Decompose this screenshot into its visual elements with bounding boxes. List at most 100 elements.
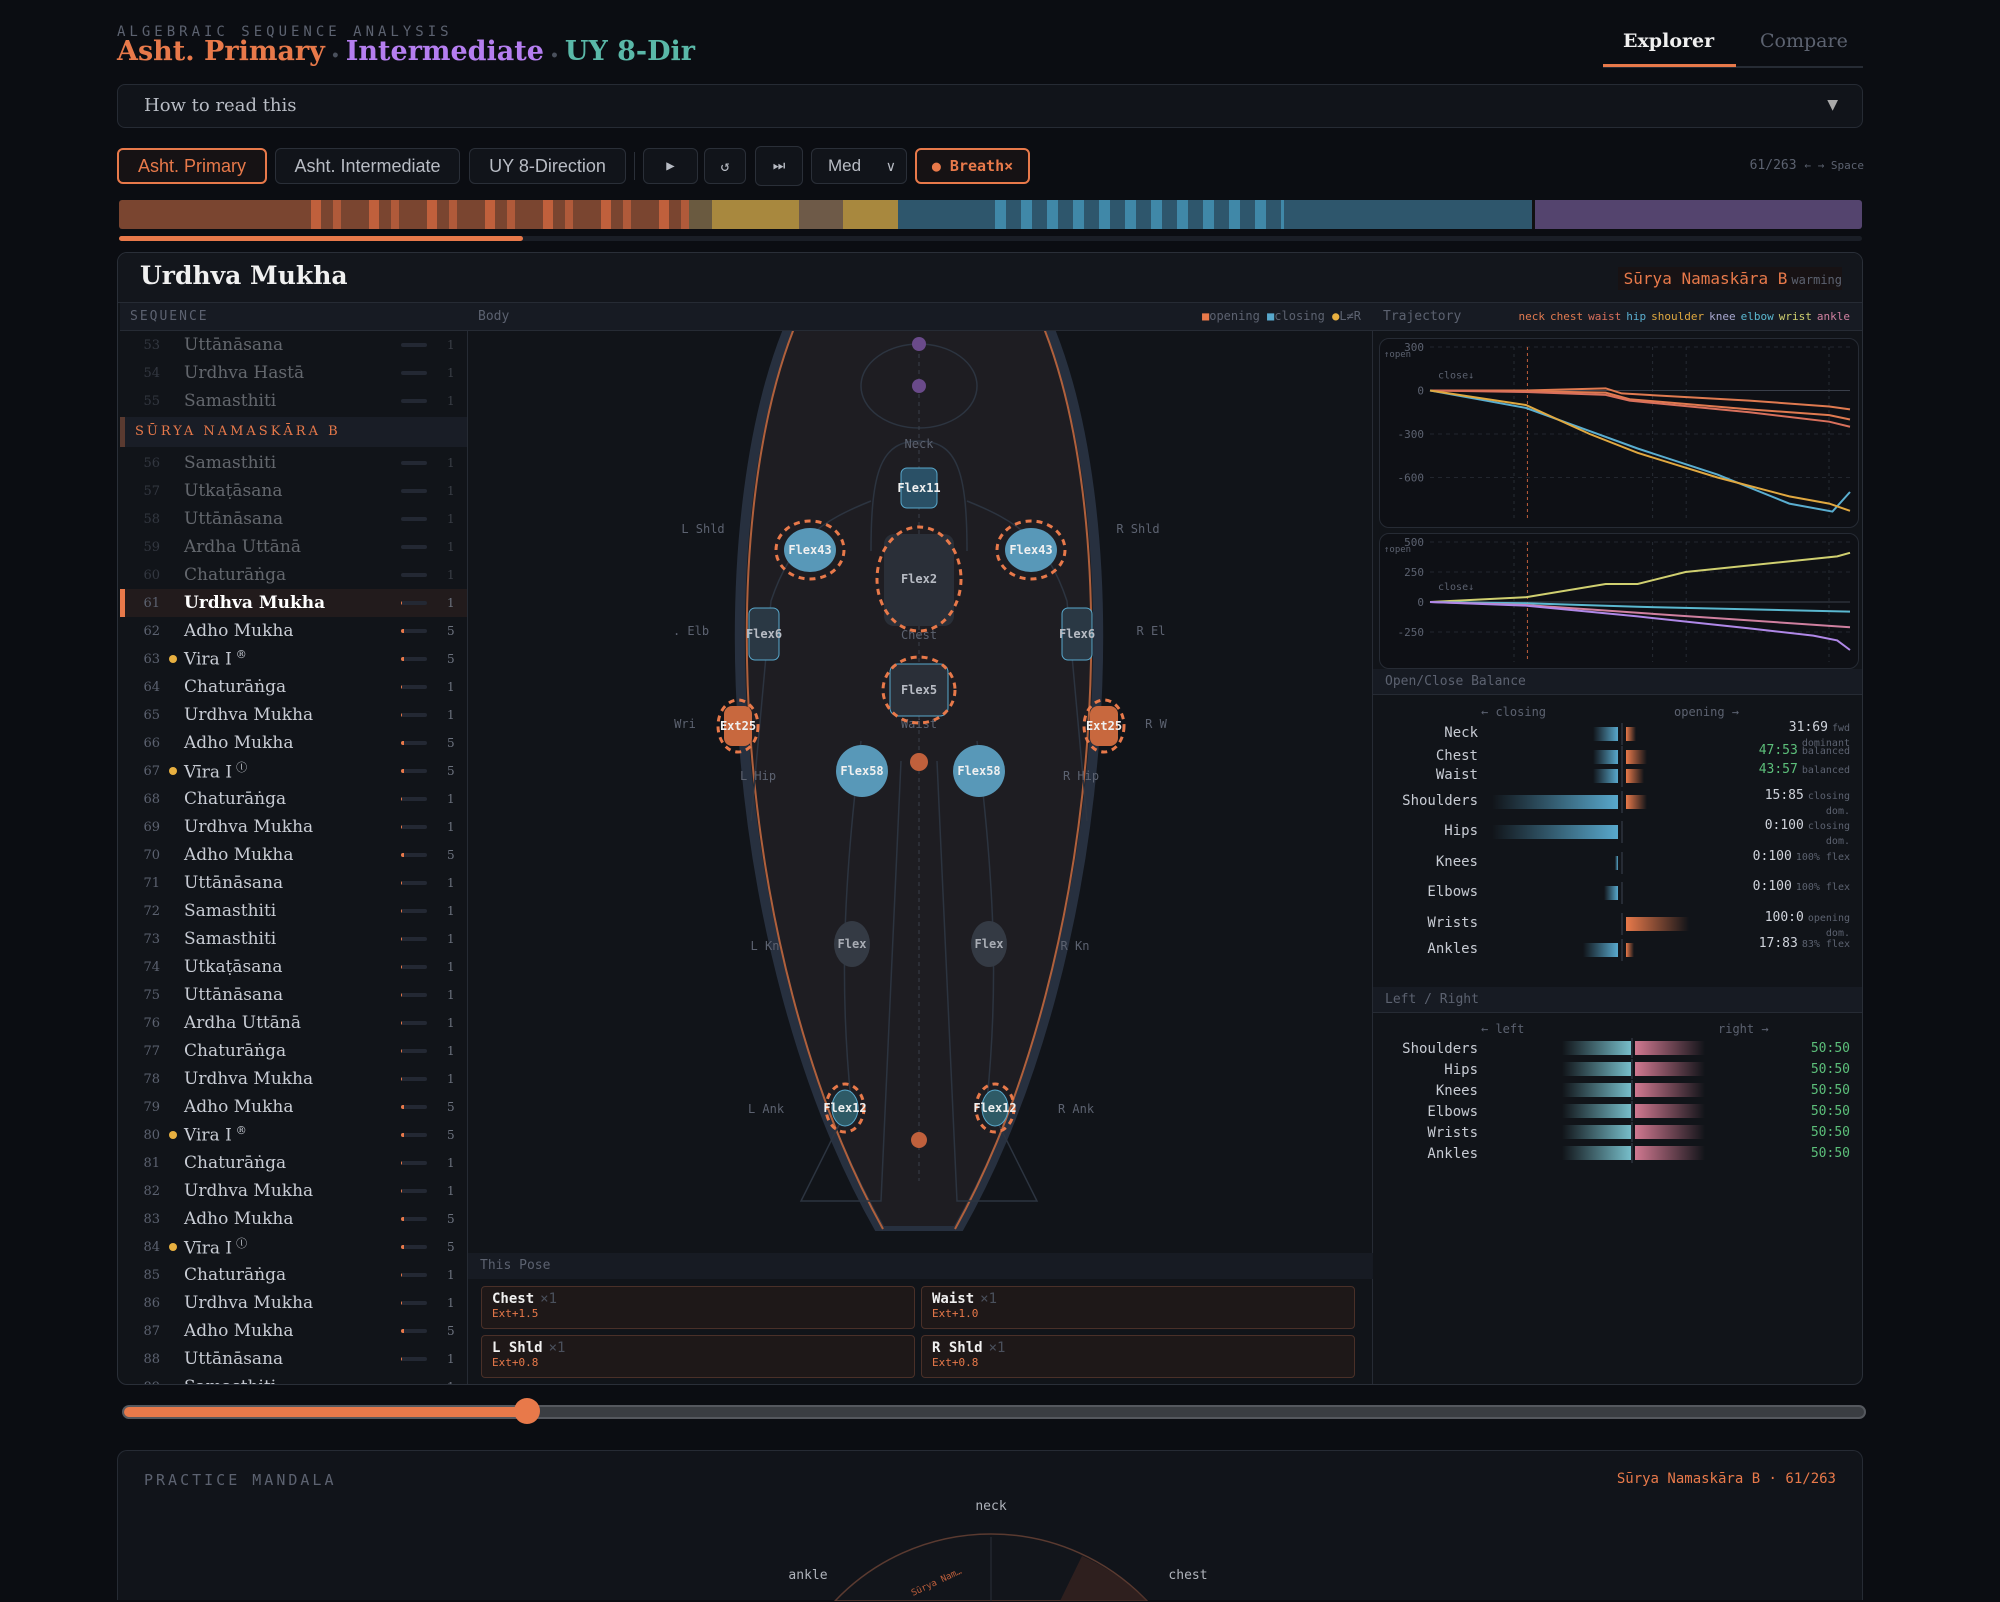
sequence-item[interactable]: 88 Uttānāsana 1 [120,1345,467,1373]
skip-to-end-button[interactable]: ⏭ [755,146,803,186]
play-button[interactable]: ▶ [643,148,698,184]
scrubber-thumb[interactable] [513,1398,540,1424]
node-l-ank[interactable]: Flex12 [823,1082,867,1134]
lr-divider [1631,1143,1633,1163]
reset-button[interactable]: ↺ [704,148,746,184]
node-r-ank[interactable]: Flex12 [973,1082,1017,1134]
sequence-item[interactable]: 56 Samasthiti 1 [120,449,467,477]
ratio-note: 100% flex [1795,852,1850,863]
item-name: Urdhva Mukha [180,1293,401,1313]
breath-toggle[interactable]: ● Breath× [915,148,1030,184]
node-r-kn[interactable]: Flex [971,921,1007,967]
sequence-item[interactable]: 81 Chaturāṅga 1 [120,1149,467,1177]
tab-explorer[interactable]: Explorer [1603,30,1736,67]
node-chest[interactable]: Flex2 [875,525,963,633]
lr-divider [1631,1059,1633,1079]
sequence-item[interactable]: 85 Chaturāṅga 1 [120,1261,467,1289]
label-l-kn: L Kn [751,939,780,953]
sequence-item[interactable]: 63 Vira I ® 5 [120,645,467,673]
node-l-shld[interactable]: Flex43 [774,519,846,581]
page-title: Asht. Primary • Intermediate • UY 8-Dir [117,36,695,67]
node-l-kn[interactable]: Flex [834,921,870,967]
item-count: 1 [447,1296,455,1310]
sequence-item[interactable]: 76 Ardha Uttānā 1 [120,1009,467,1037]
opening-bar [1626,943,1634,957]
sequence-item[interactable]: 64 Chaturāṅga 1 [120,673,467,701]
item-name: Ardha Uttānā [180,1013,401,1033]
sequence-item[interactable]: 72 Samasthiti 1 [120,897,467,925]
sequence-button-ashtanga-intermediate[interactable]: Asht. Intermediate [275,148,460,184]
sequence-item[interactable]: 89 Samasthiti 1 [120,1373,467,1385]
sequence-item[interactable]: 68 Chaturāṅga 1 [120,785,467,813]
node-l-hip[interactable]: Flex58 [836,745,888,797]
item-number: 89 [120,1380,166,1385]
item-duration-bar [401,1329,427,1333]
timeline-segment[interactable] [282,200,690,229]
timeline-segment[interactable] [119,200,283,229]
sequence-item[interactable]: 66 Adho Mukha 5 [120,729,467,757]
item-count: 1 [447,1156,455,1170]
sequence-item[interactable]: 77 Chaturāṅga 1 [120,1037,467,1065]
tab-compare[interactable]: Compare [1760,30,1848,52]
sequence-item[interactable]: 62 Adho Mukha 5 [120,617,467,645]
timeline-segment[interactable] [689,200,712,229]
item-duration-bar [401,1049,427,1053]
how-to-read-accordion[interactable]: How to read this ▼ [117,84,1863,128]
sequence-button-ashtanga-primary[interactable]: Asht. Primary [117,148,267,184]
node-l-elb[interactable]: Flex6 [746,607,782,661]
speed-select[interactable]: Med ∨ [811,148,907,184]
timeline-segment[interactable] [1534,200,1862,229]
sequence-item[interactable]: 69 Urdhva Mukha 1 [120,813,467,841]
sequence-item[interactable]: 74 Utkaṭāsana 1 [120,953,467,981]
sequence-item[interactable]: 60 Chaturāṅga 1 [120,561,467,589]
sequence-item[interactable]: 70 Adho Mukha 5 [120,841,467,869]
node-r-shld[interactable]: Flex43 [995,519,1067,581]
y-tick-label: 300 [1404,341,1424,354]
sequence-item[interactable]: 58 Uttānāsana 1 [120,505,467,533]
balance-joint: Knees [1435,854,1478,870]
balance-joint: Neck [1444,725,1478,741]
node-r-elb[interactable]: Flex6 [1059,607,1095,661]
node-l-wri[interactable]: Ext25 [716,698,760,754]
timeline-segment[interactable] [711,200,799,229]
sequence-item[interactable]: 87 Adho Mukha 5 [120,1317,467,1345]
node-waist[interactable]: Flex5 [881,655,957,725]
sequence-button-uy-8-direction[interactable]: UY 8-Direction [469,148,626,184]
sequence-item[interactable]: 79 Adho Mukha 5 [120,1093,467,1121]
sequence-item[interactable]: 53 Uttānāsana 1 [120,331,467,359]
timeline-segment[interactable] [897,200,1533,229]
item-name: Utkaṭāsana [180,957,401,977]
sequence-item[interactable]: 78 Urdhva Mukha 1 [120,1065,467,1093]
sequence-item[interactable]: 65 Urdhva Mukha 1 [120,701,467,729]
item-number: 80 [143,1127,160,1143]
y-tick-label: 500 [1404,536,1424,549]
sequence-item[interactable]: 80 Vira I ® 5 [120,1121,467,1149]
timeline-segment[interactable] [798,200,843,229]
sequence-item[interactable]: 75 Uttānāsana 1 [120,981,467,1009]
item-name: Utkaṭāsana [180,481,401,501]
node-r-wri[interactable]: Ext25 [1082,698,1126,754]
sequence-timeline[interactable] [119,200,1862,229]
balance-ratio: 47:53 balanced [1759,744,1850,759]
sequence-item[interactable]: 57 Utkaṭāsana 1 [120,477,467,505]
sequence-item-current[interactable]: 61 Urdhva Mukha 1 [120,589,467,617]
sequence-item[interactable]: 73 Samasthiti 1 [120,925,467,953]
pose-scrubber[interactable] [122,1405,1866,1419]
sequence-item[interactable]: 82 Urdhva Mukha 1 [120,1177,467,1205]
sequence-item[interactable]: 83 Adho Mukha 5 [120,1205,467,1233]
sequence-item[interactable]: 86 Urdhva Mukha 1 [120,1289,467,1317]
timeline-segment[interactable] [842,200,898,229]
sequence-item[interactable]: 55 Samasthiti 1 [120,387,467,415]
sequence-item[interactable]: 71 Uttānāsana 1 [120,869,467,897]
item-duration-bar [401,797,427,801]
sequence-list[interactable]: 53 Uttānāsana 1 54 Urdhva Hastā 1 55 Samasthiti… [120,331,468,1385]
ratio-note: closing dom. [1807,821,1850,847]
item-name-text: Samasthiti [184,453,277,473]
node-neck[interactable]: Flex11 [897,467,941,509]
node-r-hip[interactable]: Flex58 [953,745,1005,797]
timeline-divider [1532,200,1535,229]
sequence-item[interactable]: 59 Ardha Uttānā 1 [120,533,467,561]
sequence-item[interactable]: 54 Urdhva Hastā 1 [120,359,467,387]
